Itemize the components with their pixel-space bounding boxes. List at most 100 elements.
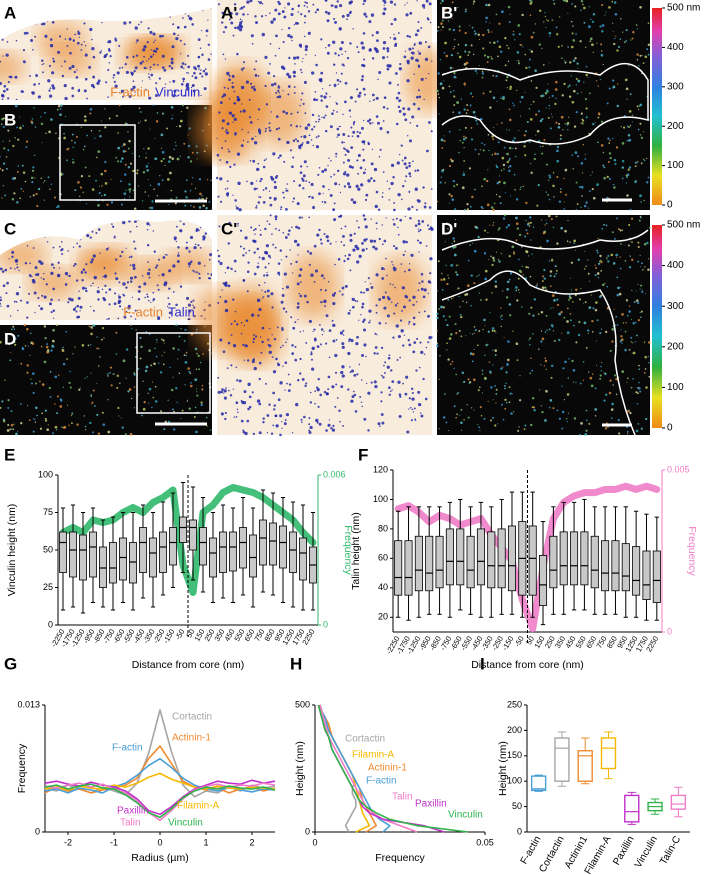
signal-dot [250, 121, 253, 124]
box [580, 531, 589, 586]
signal-dot [4, 194, 7, 197]
signal-dot [613, 1, 617, 4]
signal-dot [391, 301, 393, 303]
series-label: Paxillin [117, 806, 149, 817]
signal-dot [325, 429, 328, 432]
signal-dot [150, 49, 153, 51]
signal-dot [407, 107, 411, 111]
signal-dot [261, 32, 265, 37]
signal-dot [223, 86, 226, 89]
signal-dot [81, 279, 84, 282]
signal-dot [145, 88, 147, 90]
signal-dot [143, 45, 147, 49]
signal-dot [317, 377, 320, 381]
signal-dot [88, 223, 92, 228]
box [530, 775, 547, 792]
box [487, 531, 496, 589]
signal-dot [91, 188, 95, 191]
signal-dot [112, 217, 115, 220]
signal-dot [640, 284, 643, 287]
signal-dot [375, 311, 378, 314]
signal-dot [269, 214, 272, 217]
signal-dot [211, 208, 213, 211]
signal-dot [190, 384, 193, 388]
signal-dot [268, 190, 271, 192]
signal-dot [358, 254, 362, 258]
signal-dot [119, 180, 122, 183]
signal-dot [645, 417, 648, 421]
signal-dot [256, 265, 260, 269]
signal-dot [160, 410, 163, 413]
signal-dot [346, 13, 350, 17]
signal-dot [182, 104, 185, 107]
signal-dot [587, 76, 589, 78]
signal-dot [575, 77, 578, 80]
signal-dot [278, 127, 281, 130]
signal-dot [449, 228, 453, 231]
signal-dot [388, 187, 391, 190]
signal-dot [497, 55, 499, 58]
colorbar-tick-label: 0 [667, 200, 673, 211]
signal-dot [210, 273, 212, 276]
x-axis-title: Distance from core (nm) [471, 659, 584, 671]
signal-dot [549, 176, 552, 179]
signal-dot [500, 403, 503, 406]
signal-dot [494, 385, 496, 387]
signal-dot [187, 144, 191, 148]
signal-dot [4, 379, 6, 381]
colorbar-tick-label: 400 [667, 260, 684, 271]
signal-dot [96, 336, 98, 338]
signal-dot [413, 44, 416, 47]
signal-dot [8, 258, 10, 260]
signal-dot [479, 149, 481, 151]
signal-dot [491, 329, 494, 332]
signal-dot [122, 359, 126, 363]
signal-dot [443, 80, 445, 82]
signal-dot [470, 126, 473, 129]
signal-dot [631, 258, 634, 262]
signal-dot [112, 76, 115, 79]
signal-dot [142, 171, 146, 174]
signal-dot [495, 388, 498, 391]
signal-dot [240, 321, 243, 324]
signal-dot [76, 315, 79, 319]
signal-dot [478, 292, 480, 294]
signal-dot [158, 258, 160, 261]
signal-dot [566, 121, 570, 125]
signal-dot [453, 45, 456, 48]
signal-dot [617, 45, 621, 48]
signal-dot [566, 320, 569, 323]
signal-dot [408, 268, 411, 272]
signal-dot [192, 269, 195, 272]
signal-dot [72, 146, 74, 149]
signal-dot [346, 173, 350, 177]
signal-dot [302, 57, 304, 60]
signal-dot [50, 298, 53, 302]
signal-dot [305, 341, 308, 344]
signal-dot [168, 8, 173, 13]
signal-dot [399, 218, 402, 222]
signal-dot [144, 191, 147, 193]
signal-dot [383, 371, 386, 374]
signal-dot [564, 123, 566, 125]
signal-dot [466, 109, 469, 112]
signal-dot [635, 334, 638, 337]
signal-dot [163, 342, 165, 344]
signal-dot [139, 61, 143, 65]
signal-dot [269, 203, 273, 207]
signal-dot [50, 118, 53, 121]
signal-dot [429, 21, 432, 24]
signal-dot [318, 192, 321, 196]
signal-dot [307, 10, 311, 13]
signal-dot [310, 195, 312, 197]
signal-dot [177, 358, 179, 360]
signal-dot [643, 242, 647, 246]
signal-dot [552, 307, 554, 309]
signal-dot [631, 114, 634, 116]
panel-labels: A B A' B' C D C' D' E F G H I F-actin Vi… [4, 3, 485, 673]
signal-dot [44, 336, 47, 340]
signal-dot [284, 389, 286, 391]
signal-dot [160, 160, 163, 163]
signal-dot [606, 422, 608, 424]
signal-dot [474, 188, 476, 191]
